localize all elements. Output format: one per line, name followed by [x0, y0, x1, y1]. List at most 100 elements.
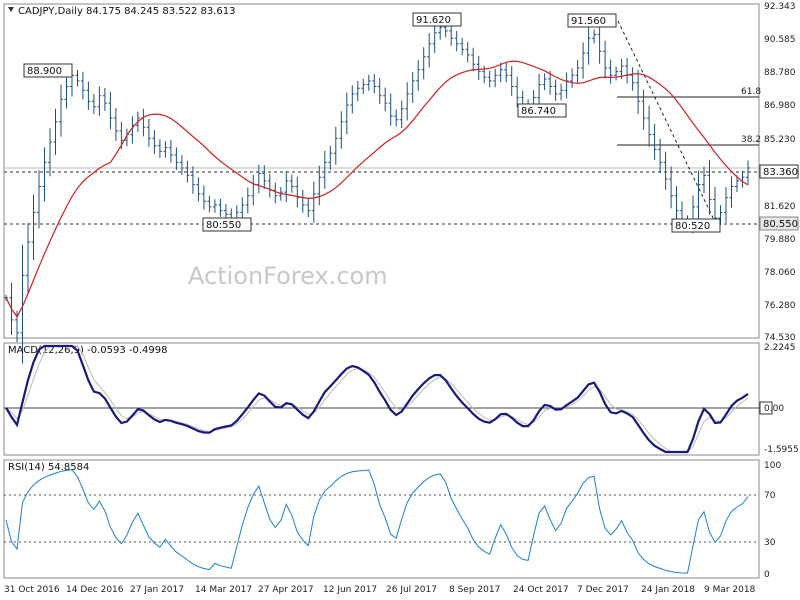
ohlc-bar [372, 74, 377, 94]
current-price-text: 83.360 [763, 167, 798, 178]
annotation-80520: 80:520 [671, 218, 721, 233]
ohlc-bar [674, 186, 679, 221]
ohlc-bar [152, 130, 157, 154]
ohlc-bar [91, 94, 96, 115]
y-tick-label: 85.230 [764, 135, 796, 145]
ohlc-bar [75, 69, 80, 87]
annotation-80550: 80:550 [202, 217, 252, 232]
ohlc-bar [190, 166, 195, 194]
x-tick-label: 24 Jan 2018 [641, 585, 695, 595]
ohlc-bar [465, 41, 470, 63]
ohlc-bar [64, 77, 69, 109]
ohlc-bar [416, 59, 421, 91]
annotation-91620: 91.620 [412, 12, 462, 27]
ohlc-bar [702, 166, 706, 194]
annotation-box [23, 63, 73, 78]
fib-382-label: 38.2 [741, 135, 761, 145]
annotation-text: 88.900 [27, 66, 62, 77]
ohlc-bar [696, 170, 701, 221]
support-level-label: 80.550 [759, 216, 799, 231]
ohlc-bar [570, 68, 575, 88]
ohlc-bar [586, 26, 591, 65]
ohlc-bar [630, 67, 635, 91]
ohlc-bar [476, 55, 481, 80]
ohlc-bar [388, 93, 393, 126]
ohlc-bar [746, 160, 750, 185]
ohlc-bar [432, 23, 437, 53]
y-tick-label: 86.980 [764, 101, 796, 111]
ohlc-bar [317, 165, 322, 206]
ohlc-bar [427, 33, 432, 68]
ohlc-bar [729, 176, 734, 208]
rsi-y-tick: 100 [764, 461, 781, 471]
ohlc-bar [174, 147, 179, 170]
ohlc-bar [289, 174, 294, 193]
x-tick-label: 14 Dec 2016 [66, 585, 124, 595]
ohlc-bar [245, 187, 250, 214]
ohlc-bar [240, 197, 245, 221]
ohlc-bar [449, 23, 454, 46]
annotation-88900: 88.900 [23, 63, 73, 78]
ohlc-bar [575, 60, 580, 84]
ohlc-bar [603, 40, 608, 79]
ohlc-bar [168, 139, 173, 163]
ohlc-bar [487, 70, 492, 88]
y-tick-label: 88.780 [764, 68, 796, 78]
ohlc-bar [108, 91, 113, 130]
x-tick-label: 9 Mar 2018 [704, 585, 756, 595]
macd-title: MACD(12,26,9) -0.0593 -0.4998 [8, 345, 168, 356]
y-tick-label: 78.060 [764, 268, 796, 278]
x-tick-label: 26 Jul 2017 [386, 585, 437, 595]
ohlc-bar [262, 165, 267, 190]
annotation-86740: 86.740 [517, 103, 567, 118]
ohlc-readout: 84.175 84.245 83.522 83.613 [86, 6, 236, 17]
ohlc-bar [724, 187, 728, 223]
x-tick-label: 27 Jan 2017 [130, 585, 184, 595]
fib-618-label: 61.8 [741, 87, 761, 97]
y-tick-label: 79.880 [764, 235, 796, 245]
ohlc-bar [641, 89, 646, 130]
symbol-title: CADJPY,Daily [18, 6, 83, 17]
current-price-box [759, 164, 799, 179]
annotation-91560: 91.560 [567, 13, 617, 28]
ohlc-bar [559, 83, 564, 101]
ohlc-bar [306, 198, 311, 218]
ohlc-bar [97, 86, 102, 116]
rsi-y-tick: 70 [764, 491, 776, 501]
annotation-text: 80:550 [206, 220, 241, 231]
ohlc-bar [26, 223, 30, 295]
current-price-label: 83.360 [759, 164, 799, 179]
y-tick-label: 74.530 [764, 333, 796, 343]
annotation-box [567, 13, 617, 28]
ohlc-bar [493, 68, 498, 88]
ohlc-bar [48, 128, 52, 177]
ohlc-bar [80, 71, 85, 100]
macd-zero-box [759, 401, 773, 415]
ohlc-bar [20, 244, 25, 364]
ohlc-bar [542, 73, 547, 91]
y-tick-label: 92.343 [764, 2, 796, 12]
ohlc-bar [361, 78, 366, 94]
ohlc-bar [295, 176, 300, 208]
rsi-y-tick: 30 [764, 538, 776, 548]
ohlc-bar [553, 79, 558, 101]
ohlc-bar [339, 111, 344, 149]
ohlc-bar [31, 194, 36, 260]
ohlc-bar [350, 85, 355, 114]
ohlc-bar [652, 124, 657, 160]
collapse-arrow-icon [8, 7, 14, 12]
ohlc-bar [658, 138, 663, 174]
ohlc-bar [179, 155, 184, 176]
ohlc-bar [498, 62, 503, 83]
ohlc-bar [509, 66, 514, 96]
ohlc-bar [42, 147, 47, 202]
ohlc-bar [394, 109, 399, 127]
annotation-text: 86.740 [521, 106, 556, 117]
price-panel-frame [3, 3, 760, 339]
ohlc-bar [471, 47, 476, 72]
y-tick-label: 81.620 [764, 202, 796, 212]
moving-average-line [5, 60, 749, 318]
ohlc-bar [399, 100, 404, 128]
ohlc-bar [185, 160, 190, 183]
